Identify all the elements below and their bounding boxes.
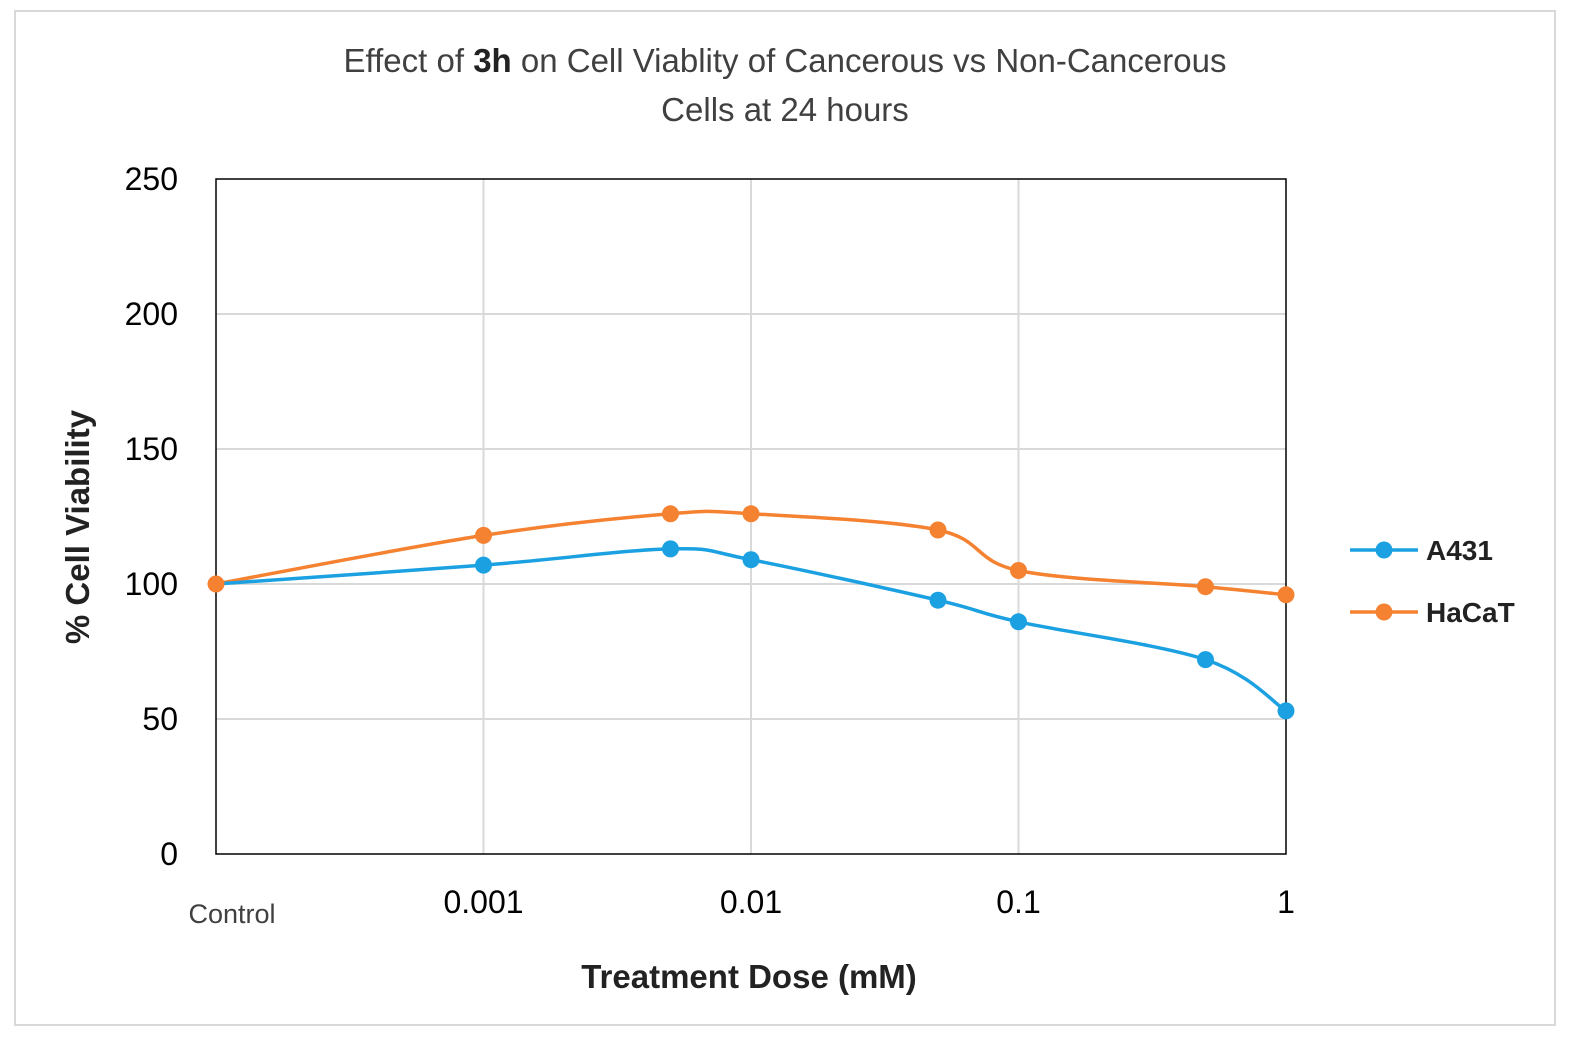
y-tick-labels: 0 50 100 150 200 250 [125, 161, 178, 872]
data-point-a431 [1277, 702, 1295, 720]
data-point-a431 [929, 591, 947, 609]
legend-item-hacat: HaCaT [1350, 597, 1515, 628]
data-point-hacat [1010, 562, 1027, 579]
series-hacat [215, 505, 1295, 604]
legend-marker [1375, 603, 1393, 621]
legend: A431 HaCaT [1350, 535, 1515, 628]
y-tick-label: 50 [142, 701, 178, 737]
x-tick-label: 0.001 [443, 884, 523, 920]
legend-marker [1375, 541, 1393, 559]
y-tick-label: 250 [125, 161, 178, 197]
data-point-a431 [1010, 613, 1027, 631]
data-point-a431 [661, 540, 679, 558]
data-point-hacat [929, 521, 947, 539]
y-tick-label: 150 [125, 431, 178, 467]
series-line-hacat [215, 509, 1287, 597]
data-point-control [207, 575, 225, 593]
x-tick-labels: 0.001 0.01 0.1 1 [443, 884, 1294, 920]
data-point-hacat [475, 526, 492, 544]
x-tick-label: 1 [1277, 884, 1295, 920]
legend-label: HaCaT [1426, 597, 1515, 628]
data-point-a431 [742, 551, 760, 569]
data-point-a431 [475, 556, 492, 574]
data-point-hacat [1196, 578, 1214, 596]
y-tick-label: 100 [125, 566, 178, 602]
data-point-hacat [742, 505, 760, 523]
plot-area-border [215, 178, 1287, 855]
chart-title-line1: Effect of 3h on Cell Viablity of Cancero… [344, 42, 1227, 79]
data-point-hacat [1277, 586, 1295, 604]
legend-item-a431: A431 [1350, 535, 1493, 566]
y-axis-title: % Cell Viability [59, 409, 96, 644]
chart-title-line2: Cells at 24 hours [661, 91, 909, 128]
x-tick-label: 0.1 [996, 884, 1040, 920]
x-axis-title: Treatment Dose (mM) [581, 958, 917, 995]
y-tick-label: 0 [160, 836, 178, 872]
x-tick-control: Control [188, 899, 275, 929]
data-point-hacat [661, 505, 679, 523]
series-a431 [215, 540, 1295, 720]
series-layer [207, 505, 1295, 720]
x-tick-label: 0.01 [720, 884, 782, 920]
legend-label: A431 [1426, 535, 1493, 566]
y-tick-label: 200 [125, 296, 178, 332]
data-point-a431 [1196, 651, 1214, 669]
